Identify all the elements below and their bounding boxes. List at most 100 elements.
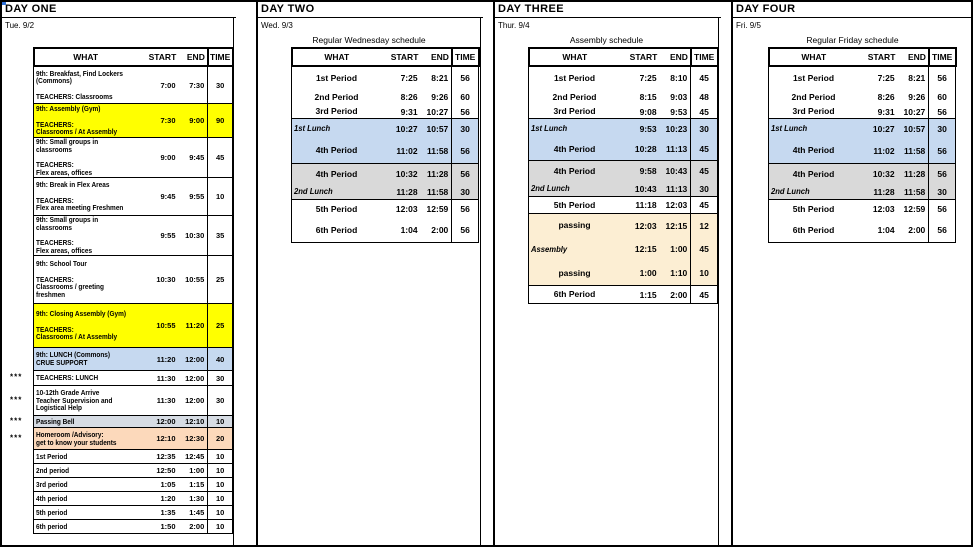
end-cell: 12:03 xyxy=(665,200,688,210)
start-cell: 11:20 xyxy=(156,354,176,364)
start-cell: 11:18 xyxy=(635,200,657,210)
time-cell: 45 xyxy=(690,138,717,160)
what-text: 9th: Small groups in classrooms TEACHERS… xyxy=(36,138,99,177)
time-cell: 30 xyxy=(207,67,232,103)
what-cell: passing xyxy=(529,261,620,285)
row-marker: *** xyxy=(10,372,23,382)
what-text: 10-12th Grade Arrive Teacher Supervision… xyxy=(36,388,113,413)
end-cell: 12:00 xyxy=(185,396,205,405)
what-cell: 3rd Period xyxy=(769,105,858,118)
start-cell: 7:00 xyxy=(160,80,176,90)
date-label: Thur. 9/4 xyxy=(498,20,530,30)
start-cell: 9:45 xyxy=(160,192,176,201)
table-row: 3rd period 1:05 1:15 10 xyxy=(34,477,232,491)
start-cell: 1:15 xyxy=(639,289,657,300)
what-cell: 3rd period xyxy=(34,478,137,491)
end-cell: 9:45 xyxy=(189,153,205,162)
time-cell: 30 xyxy=(207,386,232,415)
time-cell: 10 xyxy=(207,464,232,477)
table-header-cell-end: END xyxy=(430,52,449,62)
table-header-cell-what: WHAT xyxy=(562,52,588,62)
what-text: 9th: Break in Flex Areas TEACHERS: Flex … xyxy=(36,180,124,213)
start-cell: 1:00 xyxy=(639,268,657,278)
what-cell: 4th Period xyxy=(292,164,381,184)
end-cell: 9:53 xyxy=(670,106,688,117)
end-cell: 1:00 xyxy=(670,244,688,254)
what-text: passing xyxy=(558,220,591,230)
what-text: 2nd period xyxy=(36,465,70,475)
start-cell: 1:35 xyxy=(160,508,176,517)
start-cell: 12:03 xyxy=(634,220,657,231)
what-text: 9th: Closing Assembly (Gym) TEACHERS: Cl… xyxy=(36,309,126,342)
table-row: 6th Period 1:04 2:00 56 xyxy=(292,218,478,242)
time-cell: 45 xyxy=(690,67,717,89)
table-row: 9th: Assembly (Gym) TEACHERS: Classrooms… xyxy=(34,103,232,137)
start-cell: 11:02 xyxy=(873,145,895,156)
table-header-row: WHAT START END TIME xyxy=(527,47,719,67)
time-cell: 10 xyxy=(207,416,232,427)
table-row: 4th Period 11:02 11:58 56 xyxy=(292,138,478,163)
end-cell: 11:58 xyxy=(427,145,449,156)
panel-title: DAY TWO xyxy=(258,2,483,18)
panel-day-four: DAY FOUR Fri. 9/5 Regular Friday schedule W… xyxy=(731,2,971,545)
row-marker: *** xyxy=(10,416,23,426)
start-cell: 11:28 xyxy=(873,186,895,197)
end-cell: 8:21 xyxy=(431,73,449,83)
start-cell: 8:26 xyxy=(400,92,418,102)
time-cell: 10 xyxy=(207,492,232,505)
what-cell: Passing Bell xyxy=(34,416,137,427)
table-row: 4th Period 9:58 10:43 45 xyxy=(529,160,717,181)
what-text: 5th Period xyxy=(315,203,358,214)
end-cell: 11:13 xyxy=(666,144,688,154)
end-cell: 11:28 xyxy=(904,169,926,179)
what-cell: 1st Period xyxy=(34,450,137,463)
what-cell: 2nd Lunch xyxy=(292,184,381,199)
what-cell: 9th: Closing Assembly (Gym) TEACHERS: Cl… xyxy=(34,304,137,347)
end-cell: 12:00 xyxy=(185,354,205,364)
what-text: 1st Lunch xyxy=(294,123,331,133)
row-marker: *** xyxy=(10,395,23,405)
table-header-cell-start: START xyxy=(148,52,177,62)
what-cell: 2nd Lunch xyxy=(529,181,620,196)
table-row: 4th Period 10:32 11:28 56 xyxy=(292,163,478,184)
end-cell: 10:57 xyxy=(903,123,926,134)
what-cell: 9th: School Tour TEACHERS: Classrooms / … xyxy=(34,256,137,303)
table-header-cell-start: START xyxy=(867,52,896,62)
what-cell: 9th: Small groups in classrooms TEACHERS… xyxy=(34,216,137,255)
schedule-table: WHAT START END TIME 9th: Breakfast, Find Loc… xyxy=(10,47,234,534)
what-cell: 1st Lunch xyxy=(529,119,620,138)
end-cell: 9:00 xyxy=(189,116,205,125)
table-row: 1st Lunch 10:27 10:57 30 xyxy=(769,118,955,138)
start-cell: 10:32 xyxy=(872,169,895,179)
what-cell: 1st Lunch xyxy=(769,119,858,138)
what-cell: 9th: Assembly (Gym) TEACHERS: Classrooms… xyxy=(34,104,137,137)
what-cell: 5th Period xyxy=(292,200,381,218)
table-row: 1st Lunch 10:27 10:57 30 xyxy=(292,118,478,138)
time-cell: 30 xyxy=(690,119,717,138)
table-header-cell-end: END xyxy=(907,52,926,62)
what-cell: 4th Period xyxy=(292,138,381,163)
what-text: 6th period xyxy=(36,521,68,531)
panel-day-one: DAY ONE Tue. 9/2 WHAT START END TIME 9th: Brea… xyxy=(2,2,256,545)
what-text: 2nd Lunch xyxy=(771,186,810,196)
what-cell: 3rd Period xyxy=(529,105,620,118)
what-text: 3rd Period xyxy=(553,106,596,116)
time-cell: 56 xyxy=(451,218,478,242)
what-cell: 4th Period xyxy=(769,164,858,184)
table-row: 5th Period 12:03 12:59 56 xyxy=(769,199,955,218)
start-cell: 10:27 xyxy=(872,123,895,134)
start-cell: 1:04 xyxy=(400,225,418,235)
time-cell: 30 xyxy=(451,119,478,138)
start-cell: 9:53 xyxy=(639,123,657,134)
what-text: 4th Period xyxy=(553,165,596,176)
what-cell: 4th Period xyxy=(529,138,620,160)
table-header-cell-time: TIME xyxy=(450,49,478,65)
table-row: 3rd Period 9:31 10:27 56 xyxy=(292,105,478,118)
what-text: 9th: Assembly (Gym) TEACHERS: Classrooms… xyxy=(36,104,118,137)
table-row: 1st Lunch 9:53 10:23 30 xyxy=(529,118,717,138)
table-row: 4th Period 10:32 11:28 56 xyxy=(769,163,955,184)
what-text: 5th Period xyxy=(553,199,596,210)
schedule-subtitle xyxy=(2,34,233,48)
what-cell: 2nd Lunch xyxy=(769,184,858,199)
what-text: 1st Lunch xyxy=(531,123,568,133)
